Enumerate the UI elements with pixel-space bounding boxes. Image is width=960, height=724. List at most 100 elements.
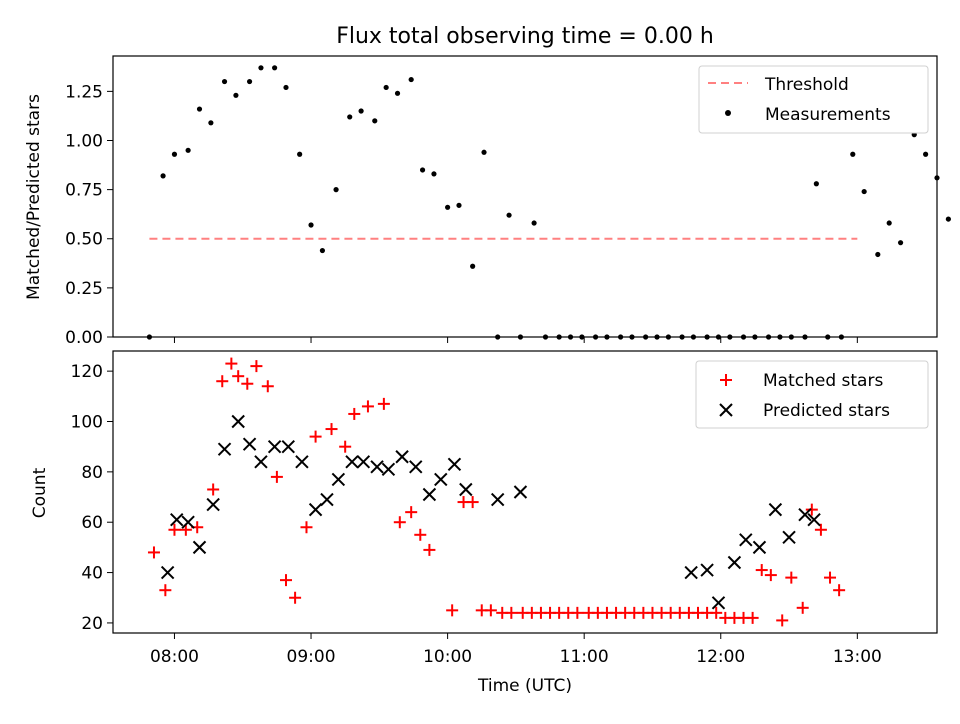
measurement-point	[752, 334, 758, 340]
predicted-star-point	[231, 414, 245, 429]
measurement-point	[495, 334, 501, 340]
measurement-point	[727, 334, 733, 340]
matched-star-point	[241, 377, 254, 390]
predicted-star-point	[356, 455, 371, 469]
predicted-star-point	[727, 555, 742, 570]
measurement-point	[886, 220, 892, 226]
matched-star-point	[348, 407, 361, 420]
predicted-star-point	[490, 492, 505, 507]
measurement-point	[358, 108, 364, 114]
x-axis-label: Time (UTC)	[477, 676, 572, 696]
measurement-point	[531, 220, 537, 226]
predicted-star-point	[308, 502, 323, 517]
matched-star-point	[833, 584, 846, 597]
matched-star-point	[805, 503, 818, 516]
measurement-point	[246, 78, 253, 85]
predicted-star-point	[370, 460, 384, 474]
measurement-point	[383, 84, 389, 91]
x-tick-label: 08:00	[150, 647, 199, 667]
predicted-star-point	[434, 472, 448, 487]
measurement-point	[679, 334, 685, 340]
predicted-star-point	[267, 439, 282, 454]
matched-star-point	[746, 611, 759, 624]
predicted-star-point	[295, 455, 309, 469]
matched-star-point	[261, 380, 274, 393]
matched-star-point	[147, 546, 160, 559]
matched-legend-marker	[720, 374, 732, 386]
measurement-point	[861, 188, 867, 195]
matched-star-point	[484, 604, 497, 617]
predicted-star-point	[170, 512, 184, 527]
matched-star-point	[216, 375, 229, 388]
matched-star-point	[796, 601, 809, 614]
top-y-tick-label: 0.00	[65, 328, 103, 348]
measurement-point	[419, 167, 426, 173]
matched-star-point	[776, 614, 789, 627]
measurement-point	[517, 334, 524, 340]
measurement-point	[408, 76, 414, 83]
measurement-point	[897, 240, 904, 246]
measurement-point	[470, 263, 476, 269]
measurement-point	[258, 65, 264, 71]
predicted-star-point	[160, 565, 175, 580]
bottom-y-tick-label: 100	[71, 413, 103, 433]
top-y-tick-label: 1.00	[65, 131, 103, 151]
measurement-point	[923, 151, 929, 157]
measurement-point	[740, 334, 747, 340]
top-marks	[146, 65, 951, 340]
measurement-point	[372, 118, 378, 124]
measurement-point	[233, 92, 239, 98]
matched-star-point	[405, 506, 418, 519]
bottom-plot-area	[112, 350, 938, 634]
measurement-point	[592, 334, 599, 340]
threshold-legend-label: Threshold	[764, 75, 849, 95]
matched-star-point	[289, 591, 302, 604]
measurement-point	[160, 173, 166, 179]
measurement-point	[333, 187, 339, 193]
predicted-star-point	[381, 462, 396, 477]
predicted-star-point	[711, 596, 726, 610]
matched-star-point	[225, 357, 238, 370]
top-y-tick-label: 0.25	[65, 279, 103, 299]
predicted-star-point	[782, 530, 796, 545]
predicted-star-point	[768, 502, 783, 517]
measurement-point	[825, 334, 831, 340]
measurement-point	[506, 212, 512, 218]
bottom-marks	[147, 357, 846, 627]
bottom-y-tick-label: 20	[81, 614, 103, 634]
measurement-point	[221, 78, 228, 85]
measurement-point	[813, 181, 819, 187]
predicted-star-point	[422, 487, 437, 502]
matched-star-point	[571, 606, 584, 619]
measurement-point	[445, 204, 451, 210]
matched-star-point	[446, 604, 459, 617]
matched-star-point	[755, 564, 768, 577]
top-y-tick-label: 1.25	[65, 82, 103, 102]
predicted-star-point	[217, 442, 232, 456]
measurement-point	[838, 334, 844, 340]
matched-star-point	[339, 440, 352, 453]
measurement-point	[542, 334, 549, 340]
matched-star-point	[710, 606, 723, 619]
bottom-legend-box	[695, 360, 929, 429]
top-legend: Threshold Measurements	[698, 65, 929, 134]
top-plot-area	[112, 55, 938, 338]
predicted-star-point	[254, 455, 268, 469]
predicted-star-point	[320, 492, 334, 507]
measurement-point	[643, 334, 649, 340]
matched-star-point	[824, 571, 837, 584]
matched-legend-label: Matched stars	[763, 371, 883, 391]
top-y-ticks: 0.00 0.25 0.50 0.75 1.00 1.25	[65, 82, 113, 348]
bottom-y-tick-label: 120	[71, 362, 103, 382]
bottom-y-ticks: 20 40 60 80 100 120	[71, 362, 113, 634]
bottom-y-tick-label: 40	[81, 564, 103, 584]
matched-star-point	[232, 370, 245, 383]
measurement-point	[788, 334, 794, 340]
x-tick-label: 11:00	[560, 647, 609, 667]
matched-star-point	[270, 470, 283, 483]
bottom-y-tick-label: 80	[81, 463, 103, 483]
matched-star-point	[168, 523, 181, 536]
matched-star-point	[764, 569, 777, 582]
matched-star-point	[207, 483, 220, 496]
